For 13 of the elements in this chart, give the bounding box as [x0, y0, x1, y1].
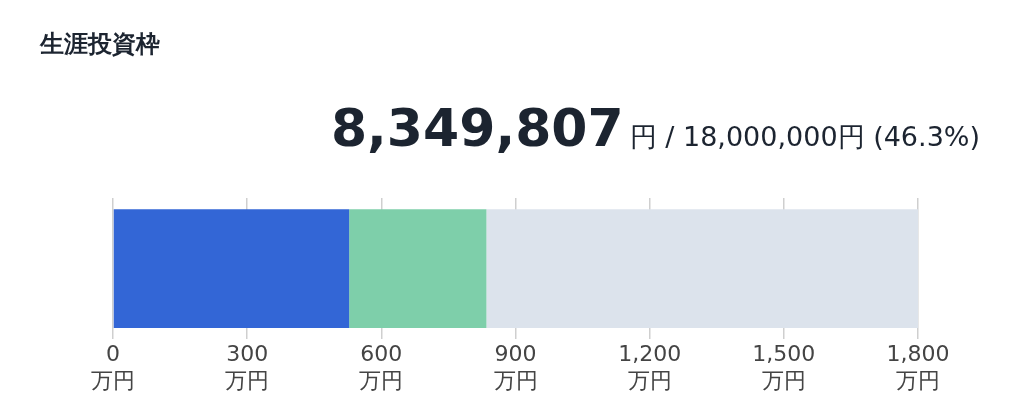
- bar: [113, 209, 350, 328]
- bar: [349, 209, 487, 328]
- x-tick-label: 300 万円: [225, 341, 270, 393]
- text: 8,349,807: [330, 98, 624, 158]
- bar: [486, 209, 918, 328]
- x-tick-label: 1,500 万円: [752, 341, 816, 393]
- x-tick-label: 900 万円: [493, 341, 538, 393]
- text: 円 / 18,000,000円 (46.3%): [629, 120, 980, 154]
- chart-title: 生涯投資枠: [40, 29, 160, 60]
- x-tick-label: 1,200 万円: [618, 341, 682, 393]
- x-tick-label: 0 万円: [91, 341, 135, 393]
- x-tick-label: 600 万円: [359, 341, 404, 393]
- x-tick-label: 1,800 万円: [886, 341, 950, 393]
